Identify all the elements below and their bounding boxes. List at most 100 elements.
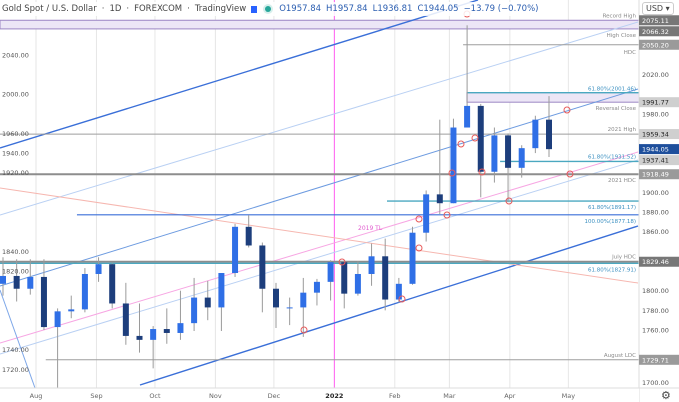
candle xyxy=(491,127,498,183)
level-label: HDC xyxy=(624,50,636,56)
trendline-2019-label: 2019 TL xyxy=(358,225,383,232)
candle-body xyxy=(191,297,198,324)
record-high-zone xyxy=(0,19,640,30)
candle-body xyxy=(150,329,157,340)
candle-body xyxy=(395,283,402,300)
candle-body xyxy=(54,311,61,328)
candle-body xyxy=(300,292,307,308)
interval[interactable]: 1D xyxy=(109,4,122,14)
candle xyxy=(382,238,389,311)
descending-trendline xyxy=(0,187,639,284)
price-tick-label: 1780.00 xyxy=(642,307,669,315)
candle xyxy=(273,282,279,329)
swing-marker xyxy=(505,197,513,205)
candle-body xyxy=(259,245,266,289)
candle-body xyxy=(354,273,361,294)
separator: · xyxy=(126,4,130,14)
swing-marker xyxy=(448,169,456,177)
price-tick-label: 2000.00 xyxy=(2,91,29,99)
price-badge xyxy=(639,256,679,267)
price-tick-label: 1720.00 xyxy=(2,366,29,374)
candle xyxy=(368,243,375,286)
price-tick-label: 1800.00 xyxy=(642,287,669,295)
price-badge xyxy=(639,26,679,37)
price-tick-label: 1980.00 xyxy=(642,110,669,118)
separator: · xyxy=(187,4,190,14)
price-badge xyxy=(639,97,679,108)
candle xyxy=(27,259,34,295)
candle xyxy=(0,257,6,296)
price-tick-label: 1900.00 xyxy=(642,189,669,197)
swing-marker xyxy=(563,106,571,114)
currency-button[interactable]: USD ▾ xyxy=(642,2,674,15)
swing-marker xyxy=(457,140,465,148)
price-badge-label: 1918.49 xyxy=(642,171,669,179)
level-label: High Close xyxy=(607,33,637,39)
price-badge-label: 2075.11 xyxy=(642,17,669,25)
price-tick-label: 1920.00 xyxy=(2,169,29,177)
time-tick-label: Mar xyxy=(443,392,456,400)
candle xyxy=(423,190,430,242)
candle xyxy=(259,242,266,313)
price-tick-label: 1700.00 xyxy=(642,379,669,387)
price-tick-label: 2040.00 xyxy=(2,51,29,59)
level-label: Reversal Close xyxy=(596,106,637,112)
candle xyxy=(505,133,512,203)
time-tick-label: Oct xyxy=(149,392,161,400)
ohlc-high: H1957.84 xyxy=(326,4,368,14)
candle xyxy=(341,260,348,309)
candle-body xyxy=(122,303,129,336)
price-badge-label: 1829.46 xyxy=(642,258,669,266)
candle-body xyxy=(204,297,211,308)
level-label: 61.80%(1827.91) xyxy=(588,267,636,273)
price-badge-label: 2066.32 xyxy=(642,28,669,36)
candle xyxy=(54,308,61,399)
candle xyxy=(191,277,198,332)
swing-marker xyxy=(566,170,574,178)
level-label: 61.80%(1891.17) xyxy=(588,205,636,211)
candle-body xyxy=(136,335,143,340)
candle xyxy=(313,278,320,306)
price-tick-label: 1760.00 xyxy=(642,327,669,335)
price-tick-label: 1960.00 xyxy=(2,130,29,138)
candle xyxy=(409,226,416,285)
candle-body xyxy=(477,105,484,172)
candle xyxy=(327,260,334,301)
candle-body xyxy=(218,273,225,308)
exchange: FOREXCOM xyxy=(134,4,183,14)
candle xyxy=(532,115,539,154)
time-tick-label: Dec xyxy=(268,392,281,400)
flag-icon[interactable] xyxy=(251,5,258,13)
candle xyxy=(204,280,211,321)
separator: · xyxy=(101,4,105,14)
symbol-title[interactable]: Gold Spot / U.S. Dollar xyxy=(2,4,97,14)
parallel-lower-line xyxy=(0,159,639,355)
candle-body xyxy=(546,119,552,150)
time-axis xyxy=(0,388,639,402)
ohlc-change: −13.79 (−0.70%) xyxy=(463,4,539,14)
candle-body xyxy=(436,194,443,204)
candle-body xyxy=(232,226,239,274)
candle xyxy=(68,295,75,319)
time-tick-label: Apr xyxy=(504,392,516,400)
candle-body xyxy=(0,275,6,284)
candle xyxy=(40,259,47,331)
candle-body xyxy=(273,288,279,308)
price-tick-label: 1860.00 xyxy=(642,228,669,236)
candle xyxy=(163,308,170,344)
level-label: 2021 High xyxy=(608,127,637,133)
time-tick-label: Feb xyxy=(389,392,401,400)
price-badge xyxy=(639,155,679,166)
gear-icon[interactable]: ⚙ xyxy=(661,389,671,402)
reversal-close-zone xyxy=(466,92,640,103)
candle xyxy=(81,268,88,313)
steep-trendline xyxy=(0,289,36,389)
candle-body xyxy=(68,309,75,312)
candle-body xyxy=(491,135,498,172)
swing-marker xyxy=(471,134,479,142)
price-badge xyxy=(639,129,679,140)
candle-body xyxy=(368,256,375,274)
price-badge-label: 1937.41 xyxy=(642,157,669,165)
candle-body xyxy=(286,307,293,309)
